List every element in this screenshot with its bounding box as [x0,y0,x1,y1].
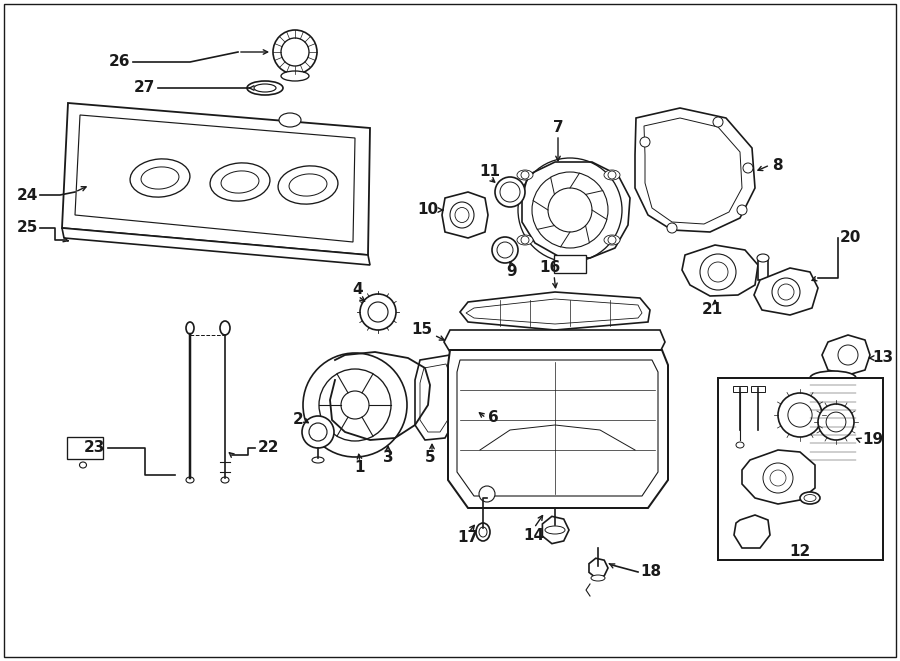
Text: 13: 13 [872,350,893,366]
Text: 4: 4 [353,282,364,297]
Ellipse shape [757,254,769,262]
Circle shape [640,137,650,147]
Text: 9: 9 [507,264,517,280]
Circle shape [303,353,407,457]
Bar [751,386,765,392]
Circle shape [778,393,822,437]
Circle shape [360,294,396,330]
Polygon shape [442,192,488,238]
Circle shape [743,163,753,173]
Text: 7: 7 [553,120,563,136]
Text: 21: 21 [701,303,723,317]
Circle shape [521,171,529,179]
Text: 20: 20 [840,231,861,245]
Ellipse shape [289,174,327,196]
Ellipse shape [492,237,518,263]
Circle shape [309,423,327,441]
Ellipse shape [130,159,190,197]
Circle shape [368,302,388,322]
Ellipse shape [517,170,533,180]
Ellipse shape [810,459,856,473]
Ellipse shape [495,177,525,207]
Text: 5: 5 [425,451,436,465]
Ellipse shape [591,575,605,581]
Circle shape [548,188,592,232]
Circle shape [319,369,391,441]
Circle shape [667,223,677,233]
Ellipse shape [278,166,338,204]
Ellipse shape [221,171,259,193]
Text: 3: 3 [382,451,393,465]
Polygon shape [415,355,458,440]
Text: 8: 8 [772,157,783,173]
Text: 22: 22 [258,440,280,455]
Polygon shape [62,103,370,255]
Polygon shape [589,559,608,578]
Text: 24: 24 [16,188,38,202]
Ellipse shape [736,442,744,448]
Polygon shape [444,330,665,352]
Bar [758,258,768,280]
Polygon shape [822,335,870,375]
Text: 15: 15 [411,323,432,338]
Circle shape [737,205,747,215]
Polygon shape [455,340,482,415]
Text: 16: 16 [539,260,561,276]
Text: 18: 18 [640,564,662,580]
Ellipse shape [604,170,620,180]
Text: 17: 17 [457,531,479,545]
Bar [718,378,883,560]
Text: 27: 27 [133,81,155,95]
Text: 26: 26 [109,54,130,69]
Text: 14: 14 [524,527,544,543]
Circle shape [608,236,616,244]
Text: 1: 1 [355,461,365,475]
Bar [810,378,856,466]
Polygon shape [682,245,758,296]
Text: 19: 19 [862,432,883,447]
Ellipse shape [800,492,820,504]
Circle shape [302,416,334,448]
Circle shape [818,404,854,440]
Circle shape [713,117,723,127]
Polygon shape [635,108,755,232]
Text: 11: 11 [480,165,500,180]
Text: 10: 10 [417,202,438,217]
Circle shape [341,391,369,419]
Ellipse shape [545,526,565,534]
Bar [733,386,747,392]
Polygon shape [460,292,650,330]
Circle shape [521,236,529,244]
Polygon shape [742,450,815,504]
Ellipse shape [810,371,856,385]
Polygon shape [62,228,370,265]
Ellipse shape [279,113,301,127]
Polygon shape [522,162,630,258]
Circle shape [273,30,317,74]
Polygon shape [754,268,818,315]
Ellipse shape [141,167,179,189]
Bar [67,437,103,459]
Text: 23: 23 [84,440,105,455]
Ellipse shape [476,523,490,541]
Text: 2: 2 [292,412,303,428]
Ellipse shape [210,163,270,201]
Ellipse shape [247,81,283,95]
Ellipse shape [281,71,309,81]
Ellipse shape [604,235,620,245]
Text: 25: 25 [16,221,38,235]
Circle shape [479,486,495,502]
Polygon shape [543,516,569,543]
Text: 6: 6 [488,410,499,426]
Circle shape [608,171,616,179]
Polygon shape [448,350,668,508]
Polygon shape [734,515,770,548]
Bar [554,255,586,273]
Text: 12: 12 [789,545,811,559]
Ellipse shape [312,457,324,463]
Ellipse shape [517,235,533,245]
